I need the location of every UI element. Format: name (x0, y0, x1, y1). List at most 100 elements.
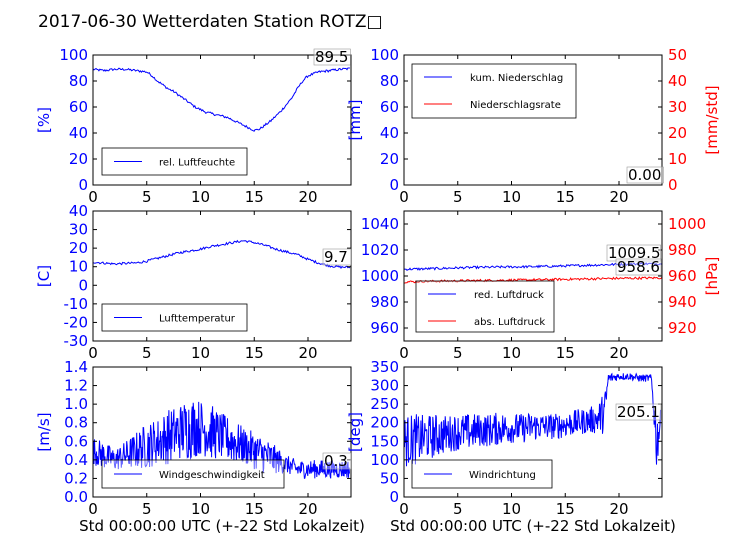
x-tick-label: 10 (191, 188, 210, 206)
x-tick-label: 10 (502, 188, 521, 206)
value-annotation: 205.1 (617, 403, 660, 421)
y-axis-label: [mm] (346, 100, 364, 141)
y-axis-label: [deg] (346, 412, 364, 452)
x-tick-label: 20 (609, 344, 628, 362)
y-tick-label: 20 (69, 239, 88, 257)
y-axis-label: [C] (35, 265, 53, 287)
legend-label: Niederschlagsrate (470, 100, 561, 111)
plot-frame-bottom-left (92, 366, 352, 498)
legend-label: abs. Luftdruck (474, 317, 545, 328)
x-tick-label: 5 (453, 188, 463, 206)
y-tick-label: -10 (64, 295, 89, 313)
x-axis-label: Std 00:00:00 UTC (+-22 Std Lokalzeit) (79, 517, 365, 535)
y-tick-label: 960 (370, 319, 399, 337)
x-axis-label: Std 00:00:00 UTC (+-22 Std Lokalzeit) (390, 517, 676, 535)
y-tick-label-right: 960 (668, 267, 697, 285)
plot-frame-bottom-right (403, 366, 663, 498)
y-tick-label: 0.8 (64, 414, 88, 432)
y-tick-label: 0 (389, 488, 399, 506)
plot-frame-top-right (403, 54, 663, 186)
x-tick-label: 10 (502, 344, 521, 362)
x-tick-label: 5 (453, 500, 463, 518)
y-axis-label: [%] (35, 107, 53, 133)
value-annotation: 9.7 (324, 248, 348, 266)
y-tick-label: 10 (69, 258, 88, 276)
y-tick-label: 1020 (361, 241, 399, 259)
chart-title: 2017-06-30 Wetterdaten Station ROTZ□ (38, 12, 383, 32)
y-tick-label-right: 920 (668, 319, 697, 337)
y-tick-label: 980 (370, 293, 399, 311)
legend-box (411, 459, 553, 489)
x-tick-label: 10 (191, 344, 210, 362)
y-tick-label-right: 940 (668, 293, 697, 311)
legend-label: Windgeschwindigkeit (159, 470, 265, 481)
y-tick-label: 40 (69, 124, 88, 142)
series-line-middle-right-0 (404, 262, 662, 271)
value-annotation: 958.6 (617, 258, 660, 276)
y-tick-label: 150 (370, 432, 399, 450)
x-tick-label: 15 (556, 188, 575, 206)
y-axis-label: [m/s] (35, 412, 53, 451)
x-tick-label: 0 (399, 344, 409, 362)
y-axis-label-right: [mm/std] (703, 85, 721, 154)
y-tick-label: 1.2 (64, 377, 88, 395)
legend-box (411, 63, 577, 119)
y-tick-label: 60 (380, 98, 399, 116)
series-line-bottom-right-0 (404, 372, 661, 467)
y-tick-label: 40 (380, 124, 399, 142)
legend-label: Lufttemperatur (159, 314, 236, 325)
x-tick-label: 10 (502, 500, 521, 518)
y-tick-label: 0.2 (64, 469, 88, 487)
x-tick-label: 0 (399, 188, 409, 206)
x-tick-label: 0 (88, 500, 98, 518)
x-tick-label: 20 (609, 188, 628, 206)
y-tick-label: 40 (69, 202, 88, 220)
y-tick-label: 0 (78, 276, 88, 294)
value-annotation-box (322, 452, 352, 470)
x-tick-label: 0 (88, 344, 98, 362)
x-tick-label: 5 (453, 344, 463, 362)
y-tick-label-right: 980 (668, 241, 697, 259)
y-tick-label-right: 0 (668, 176, 678, 194)
x-tick-label: 20 (298, 500, 317, 518)
value-annotation: 0.00 (628, 166, 661, 184)
value-annotation: 1009.5 (608, 244, 661, 262)
y-tick-label: 1040 (361, 215, 399, 233)
legend-label: Windrichtung (469, 470, 536, 481)
value-annotation-box (322, 248, 352, 266)
y-tick-label: 300 (370, 377, 399, 395)
y-tick-label-right: 1000 (668, 215, 706, 233)
y-tick-label-right: 10 (668, 150, 687, 168)
y-tick-label: 20 (380, 150, 399, 168)
y-tick-label: 30 (69, 221, 88, 239)
legend-label: rel. Luftfeuchte (159, 158, 235, 169)
x-tick-label: 20 (298, 188, 317, 206)
y-tick-label: 0.4 (64, 451, 88, 469)
y-tick-label-right: 20 (668, 124, 687, 142)
x-tick-label: 20 (609, 500, 628, 518)
y-tick-label: 50 (380, 469, 399, 487)
x-tick-label: 15 (245, 344, 264, 362)
value-annotation: 89.5 (315, 48, 348, 66)
legend-box (101, 459, 285, 489)
x-tick-label: 15 (245, 188, 264, 206)
y-tick-label: 60 (69, 98, 88, 116)
value-annotation-box (626, 166, 664, 184)
y-tick-label: 80 (380, 72, 399, 90)
y-tick-label-right: 50 (668, 46, 687, 64)
value-annotation: 0.3 (324, 452, 348, 470)
y-tick-label: 0 (78, 176, 88, 194)
y-tick-label: 1.4 (64, 358, 88, 376)
series-line-bottom-left-0 (93, 401, 350, 480)
y-tick-label: 80 (69, 72, 88, 90)
value-annotation-box (313, 48, 351, 66)
y-tick-label: 200 (370, 414, 399, 432)
legend-box (415, 280, 555, 333)
plot-frame-middle-left (92, 210, 352, 342)
x-tick-label: 0 (88, 188, 98, 206)
y-tick-label: 100 (370, 451, 399, 469)
y-tick-label: 1000 (361, 267, 399, 285)
x-tick-label: 15 (556, 344, 575, 362)
